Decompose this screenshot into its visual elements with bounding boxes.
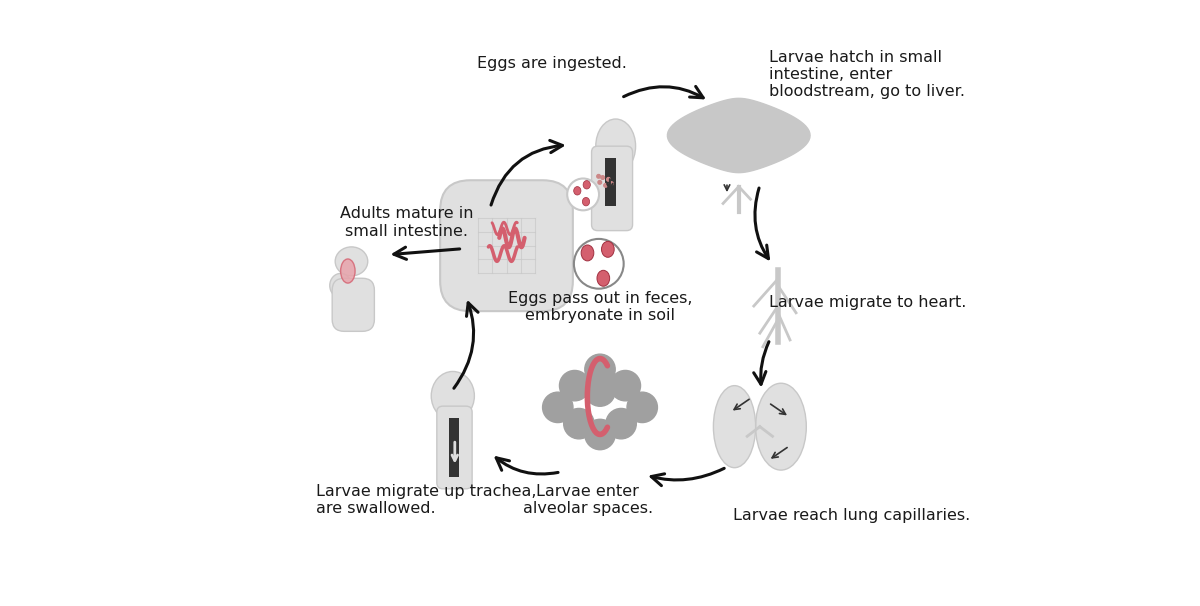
Text: Larvae enter
alveolar spaces.: Larvae enter alveolar spaces.: [523, 484, 653, 516]
Polygon shape: [667, 98, 810, 173]
Text: Eggs pass out in feces,
embryonate in soil: Eggs pass out in feces, embryonate in so…: [508, 291, 692, 324]
FancyBboxPatch shape: [332, 278, 374, 331]
Circle shape: [610, 182, 613, 185]
Text: Adults mature in
small intestine.: Adults mature in small intestine.: [341, 207, 474, 239]
Circle shape: [598, 181, 601, 184]
Circle shape: [584, 419, 616, 450]
Circle shape: [574, 239, 624, 288]
Bar: [450, 418, 460, 478]
Circle shape: [542, 392, 572, 422]
Ellipse shape: [595, 119, 636, 173]
Ellipse shape: [601, 241, 614, 258]
Circle shape: [596, 175, 600, 178]
Text: Larvae hatch in small
intestine, enter
bloodstream, go to liver.: Larvae hatch in small intestine, enter b…: [769, 50, 965, 99]
Circle shape: [564, 408, 594, 439]
Ellipse shape: [589, 265, 608, 276]
Ellipse shape: [582, 198, 589, 206]
Circle shape: [628, 392, 658, 422]
Circle shape: [606, 408, 636, 439]
Circle shape: [601, 176, 605, 179]
Text: Larvae reach lung capillaries.: Larvae reach lung capillaries.: [733, 508, 970, 523]
Circle shape: [584, 376, 616, 406]
Circle shape: [559, 370, 590, 401]
Ellipse shape: [581, 245, 594, 261]
Circle shape: [568, 179, 599, 210]
Ellipse shape: [714, 385, 756, 468]
Ellipse shape: [330, 273, 352, 298]
Ellipse shape: [583, 181, 590, 189]
FancyBboxPatch shape: [437, 406, 472, 489]
Ellipse shape: [431, 371, 474, 421]
Ellipse shape: [335, 247, 367, 276]
Ellipse shape: [596, 270, 610, 286]
Ellipse shape: [574, 187, 581, 195]
Text: Eggs are ingested.: Eggs are ingested.: [476, 56, 626, 71]
FancyBboxPatch shape: [592, 146, 632, 231]
FancyBboxPatch shape: [440, 180, 572, 311]
Ellipse shape: [346, 280, 371, 301]
Circle shape: [610, 370, 641, 401]
Circle shape: [607, 178, 611, 181]
Circle shape: [604, 184, 607, 187]
Circle shape: [584, 354, 616, 385]
Text: Larvae migrate up trachea,
are swallowed.: Larvae migrate up trachea, are swallowed…: [317, 484, 536, 516]
Text: Larvae migrate to heart.: Larvae migrate to heart.: [769, 296, 966, 310]
Ellipse shape: [756, 383, 806, 470]
Bar: [605, 158, 616, 207]
Ellipse shape: [341, 259, 355, 283]
